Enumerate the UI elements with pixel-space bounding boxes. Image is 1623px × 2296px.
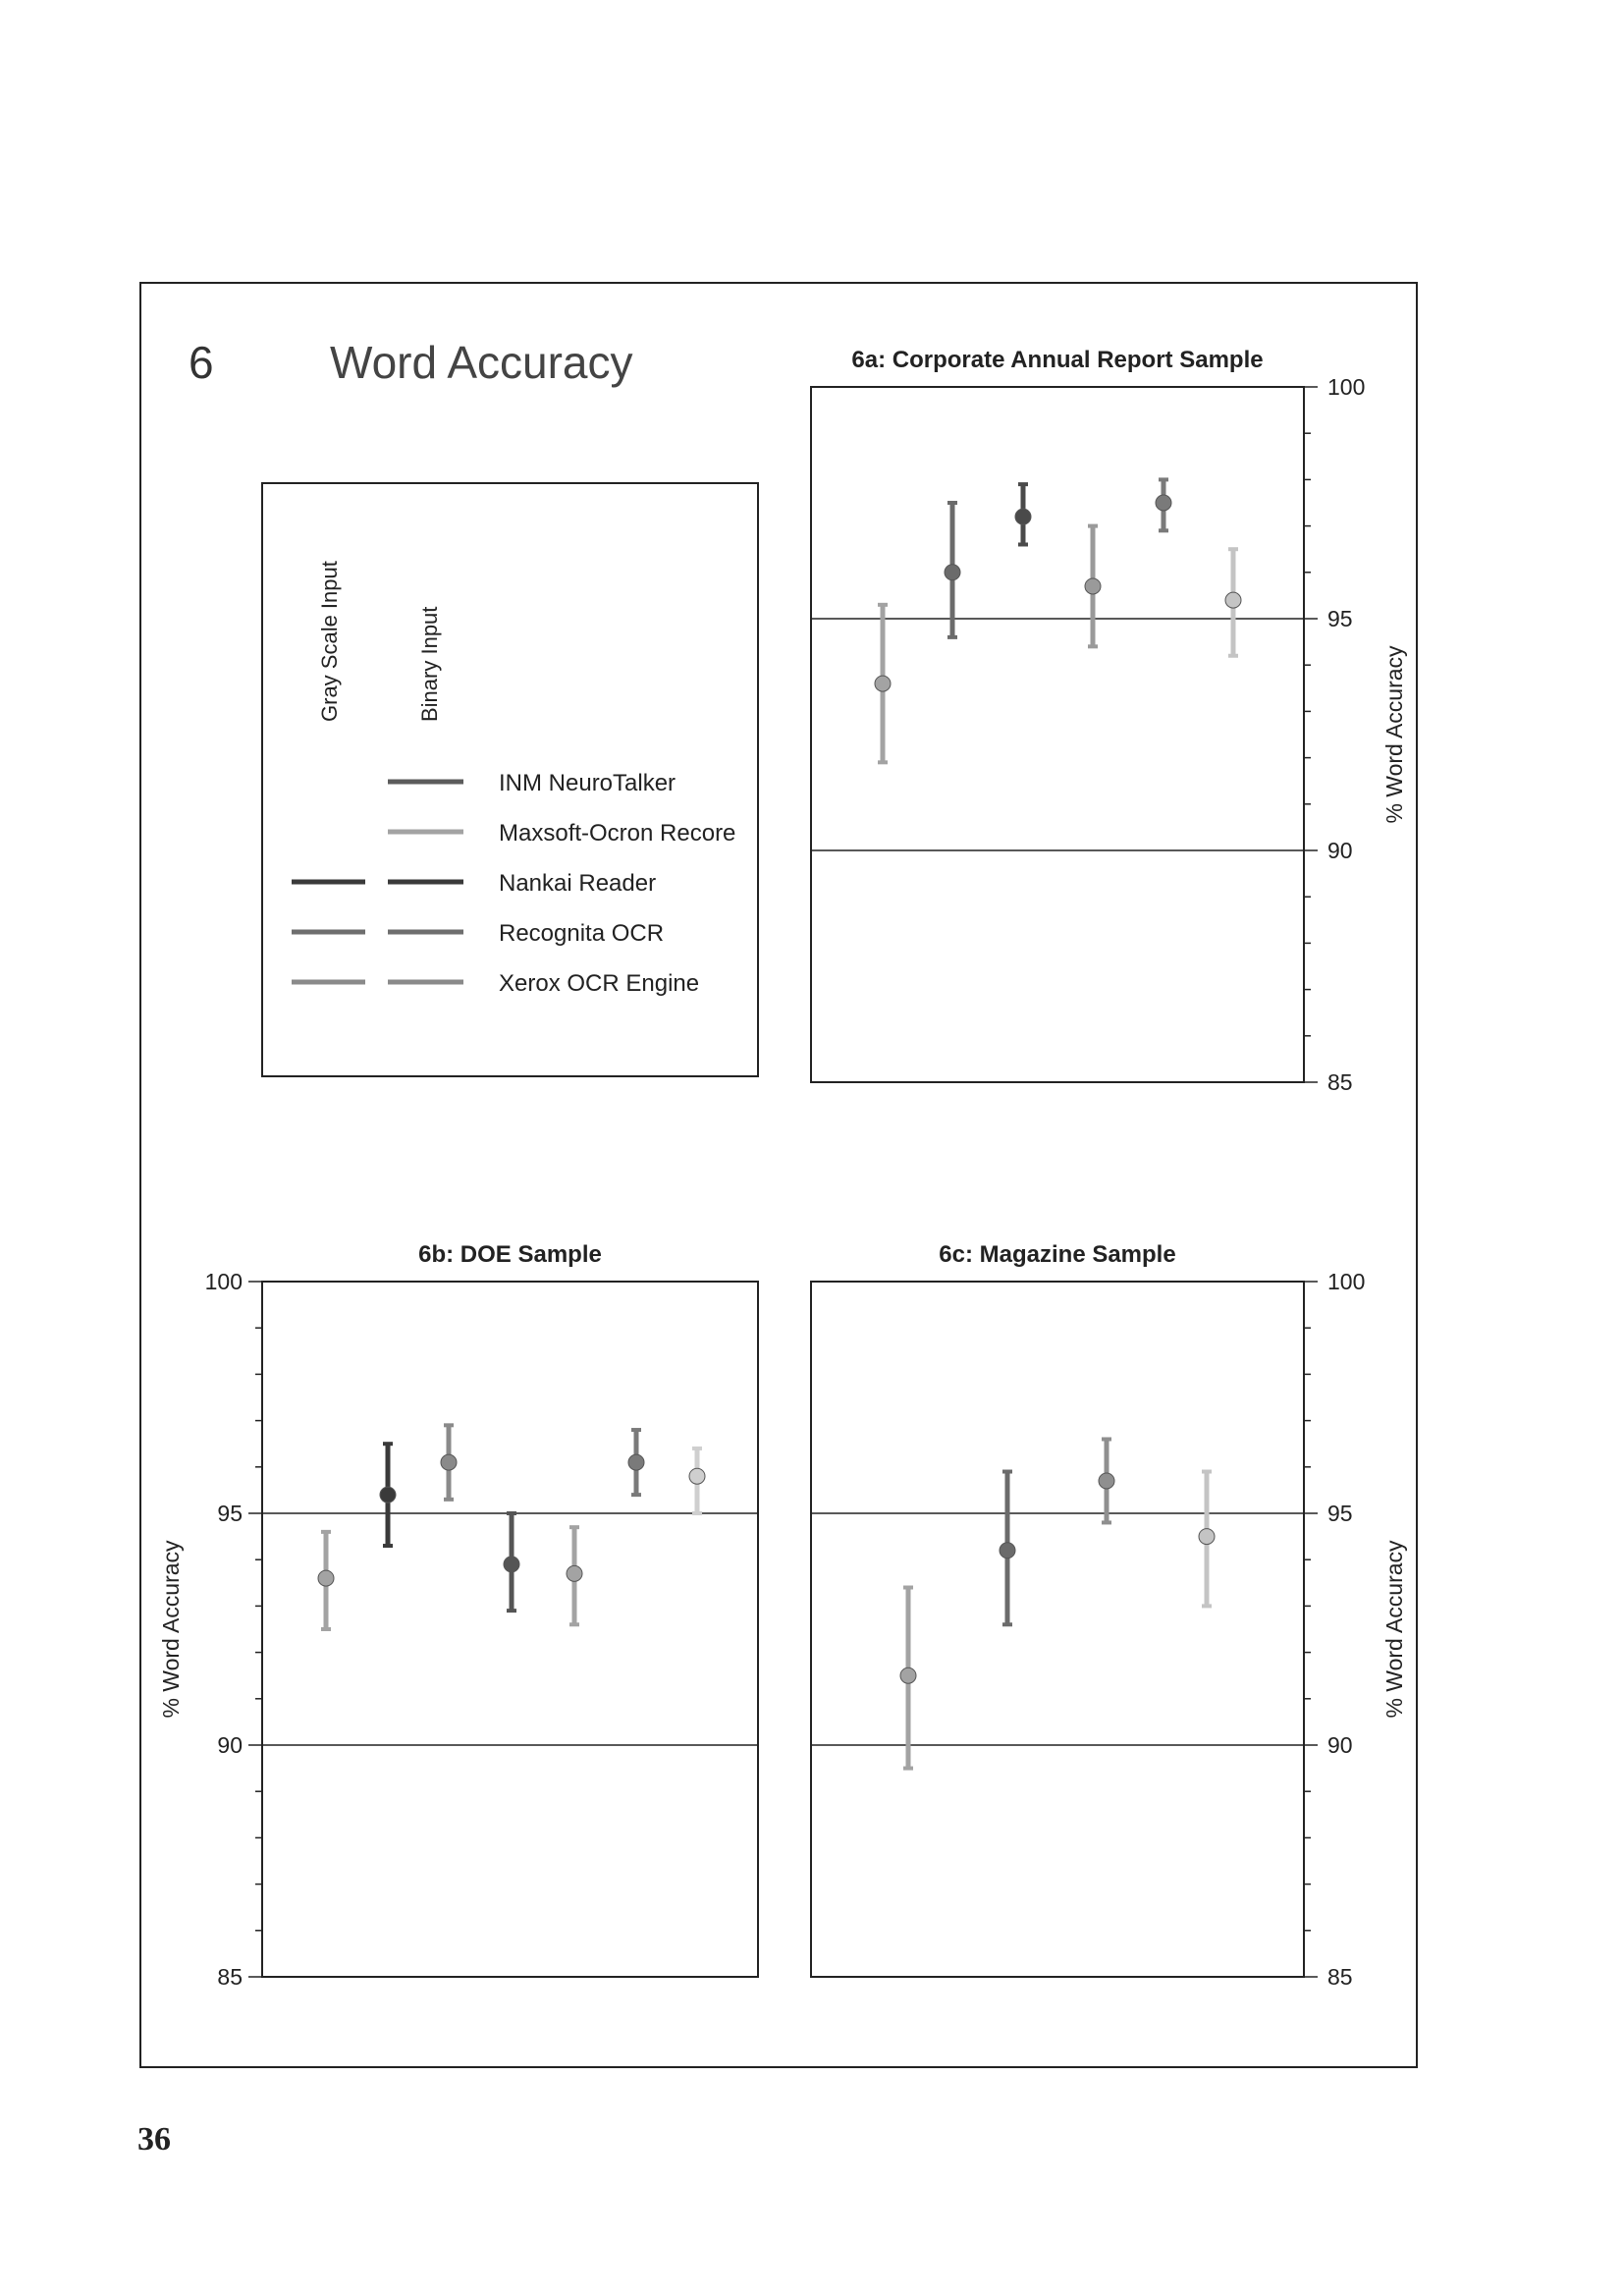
data-point	[899, 1585, 917, 1771]
y-tick-label: 95	[1327, 606, 1353, 631]
data-point	[874, 602, 892, 765]
point-marker	[899, 1667, 917, 1684]
legend-label: Recognita OCR	[499, 920, 664, 947]
y-tick-label: 85	[1327, 1964, 1353, 1990]
y-tick-label: 90	[1327, 838, 1353, 863]
point-marker	[566, 1564, 583, 1582]
data-point	[688, 1446, 706, 1515]
chart-6c: 6c: Magazine Sample 85 90 95 100 % Word Accur…	[810, 1241, 1407, 1990]
y-tick-label: 100	[1327, 1269, 1365, 1294]
point-marker	[503, 1556, 520, 1573]
y-tick-label: 90	[217, 1732, 243, 1758]
point-marker	[1098, 1472, 1115, 1490]
point-marker	[999, 1542, 1016, 1559]
plot-frame	[261, 1281, 759, 1978]
y-axis-label: % Word Accuracy	[158, 1540, 184, 1719]
data-point	[566, 1525, 583, 1627]
point-marker	[1155, 494, 1172, 512]
legend-label: Maxsoft-Ocron Recore	[499, 820, 735, 847]
point-marker	[874, 675, 892, 692]
data-point	[1014, 482, 1032, 547]
point-marker	[627, 1453, 645, 1471]
y-tick-label: 85	[1327, 1069, 1353, 1095]
y-axis-label: % Word Accuracy	[1381, 645, 1407, 824]
data-point	[379, 1442, 397, 1549]
point-marker	[1198, 1528, 1216, 1546]
data-point	[999, 1469, 1016, 1627]
page-number: 36	[137, 2121, 171, 2158]
data-point	[627, 1428, 645, 1498]
chart-6b: 6b: DOE Sample 85 90 95 100 % Word Accuracy	[158, 1241, 759, 1990]
point-marker	[1014, 508, 1032, 525]
legend-header-binary: Binary Input	[417, 607, 442, 722]
legend-header-gray: Gray Scale Input	[317, 561, 342, 722]
point-marker	[688, 1467, 706, 1485]
data-point	[503, 1511, 520, 1613]
legend: Gray Scale Input Binary Input INM NeuroT…	[261, 482, 759, 1077]
data-point	[317, 1529, 335, 1631]
figure-frame	[139, 282, 1418, 2068]
data-point	[440, 1423, 458, 1502]
data-point	[1084, 523, 1102, 649]
plot-frame	[810, 1281, 1305, 1978]
point-marker	[440, 1453, 458, 1471]
chart-title: 6a: Corporate Annual Report Sample	[851, 347, 1263, 373]
y-tick-label: 100	[1327, 374, 1365, 400]
figure-title: Word Accuracy	[330, 337, 632, 388]
y-tick-label: 95	[217, 1501, 243, 1526]
y-tick-label: 100	[205, 1269, 243, 1294]
plot-frame	[810, 386, 1305, 1083]
data-point	[1198, 1469, 1216, 1609]
chart-title: 6c: Magazine Sample	[939, 1241, 1175, 1268]
y-axis-label: % Word Accuracy	[1381, 1540, 1407, 1719]
chart-6a: 6a: Corporate Annual Report Sample 85 90 95…	[810, 347, 1407, 1095]
point-marker	[944, 564, 961, 581]
legend-rows: INM NeuroTalker Maxsoft-Ocron Recore Nanka…	[292, 770, 735, 997]
legend-label: Nankai Reader	[499, 870, 656, 897]
y-tick-label: 90	[1327, 1732, 1353, 1758]
data-point	[1098, 1437, 1115, 1525]
data-point	[1155, 477, 1172, 533]
point-marker	[317, 1569, 335, 1587]
legend-label: INM NeuroTalker	[499, 770, 676, 796]
chart-title: 6b: DOE Sample	[418, 1241, 602, 1268]
data-point	[944, 501, 961, 639]
data-point	[1224, 547, 1242, 658]
point-marker	[379, 1486, 397, 1503]
legend-label: Xerox OCR Engine	[499, 970, 699, 997]
y-tick-label: 85	[217, 1964, 243, 1990]
point-marker	[1084, 577, 1102, 595]
point-marker	[1224, 591, 1242, 609]
legend-frame	[261, 482, 759, 1077]
figure-number: 6	[189, 337, 214, 388]
y-tick-label: 95	[1327, 1501, 1353, 1526]
